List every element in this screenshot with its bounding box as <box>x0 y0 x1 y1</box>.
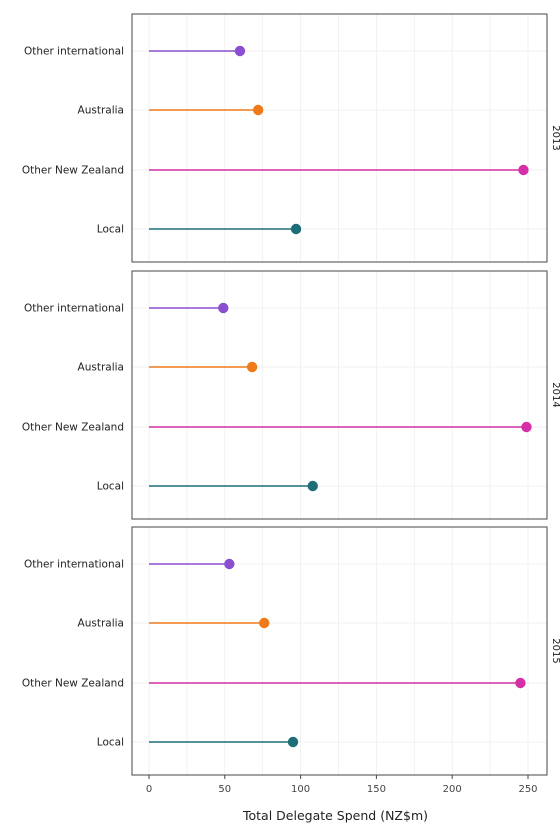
category-label: Local <box>97 737 124 749</box>
lollipop-point <box>307 480 318 492</box>
panel-2013: 2013 Other international Australia Other Ne… <box>22 13 560 263</box>
chart-panels: 2013 Other international Australia Other Ne… <box>22 13 560 776</box>
lollipop-point <box>290 223 302 235</box>
category-label: Local <box>97 224 124 236</box>
x-tick-label: 250 <box>518 784 537 795</box>
category-label: Other New Zealand <box>22 678 124 690</box>
x-tick-label: 0 <box>146 784 152 795</box>
x-tick-label: 50 <box>218 784 231 795</box>
facet-label: 2014 <box>550 382 560 407</box>
category-label: Other international <box>24 559 124 571</box>
lollipop-point <box>518 164 529 176</box>
lollipop-point <box>246 361 258 373</box>
lollipop-point <box>224 558 235 570</box>
lollipop-point <box>521 421 532 433</box>
category-label: Australia <box>78 105 124 117</box>
panel-border <box>131 526 548 776</box>
facet-label: 2015 <box>550 638 560 663</box>
category-label: Other international <box>24 303 124 315</box>
category-label: Other New Zealand <box>22 422 124 434</box>
category-label: Local <box>97 481 124 493</box>
lollipop-point <box>287 736 299 748</box>
x-tick-label: 200 <box>443 784 462 795</box>
category-label: Other international <box>24 46 124 58</box>
lollipop-point <box>259 617 270 629</box>
x-tick-label: 150 <box>367 784 386 795</box>
panel-border <box>131 270 548 520</box>
category-label: Other New Zealand <box>22 165 124 177</box>
category-label: Australia <box>78 362 124 374</box>
panel-2015: 2015 Other international Australia Other Ne… <box>22 526 560 776</box>
panel-border <box>131 13 548 263</box>
lollipop-point <box>252 104 264 116</box>
facet-label: 2013 <box>550 125 560 150</box>
x-tick-label: 100 <box>291 784 310 795</box>
panel-2014: 2014 Other international Australia Other Ne… <box>22 270 560 520</box>
category-label: Australia <box>78 618 124 630</box>
lollipop-point <box>515 677 526 689</box>
lollipop-point <box>218 302 229 314</box>
lollipop-point <box>234 45 246 57</box>
x-axis-title: Total Delegate Spend (NZ$m) <box>242 808 428 823</box>
x-axis: 0 50 100 150 200 250 <box>146 775 538 795</box>
